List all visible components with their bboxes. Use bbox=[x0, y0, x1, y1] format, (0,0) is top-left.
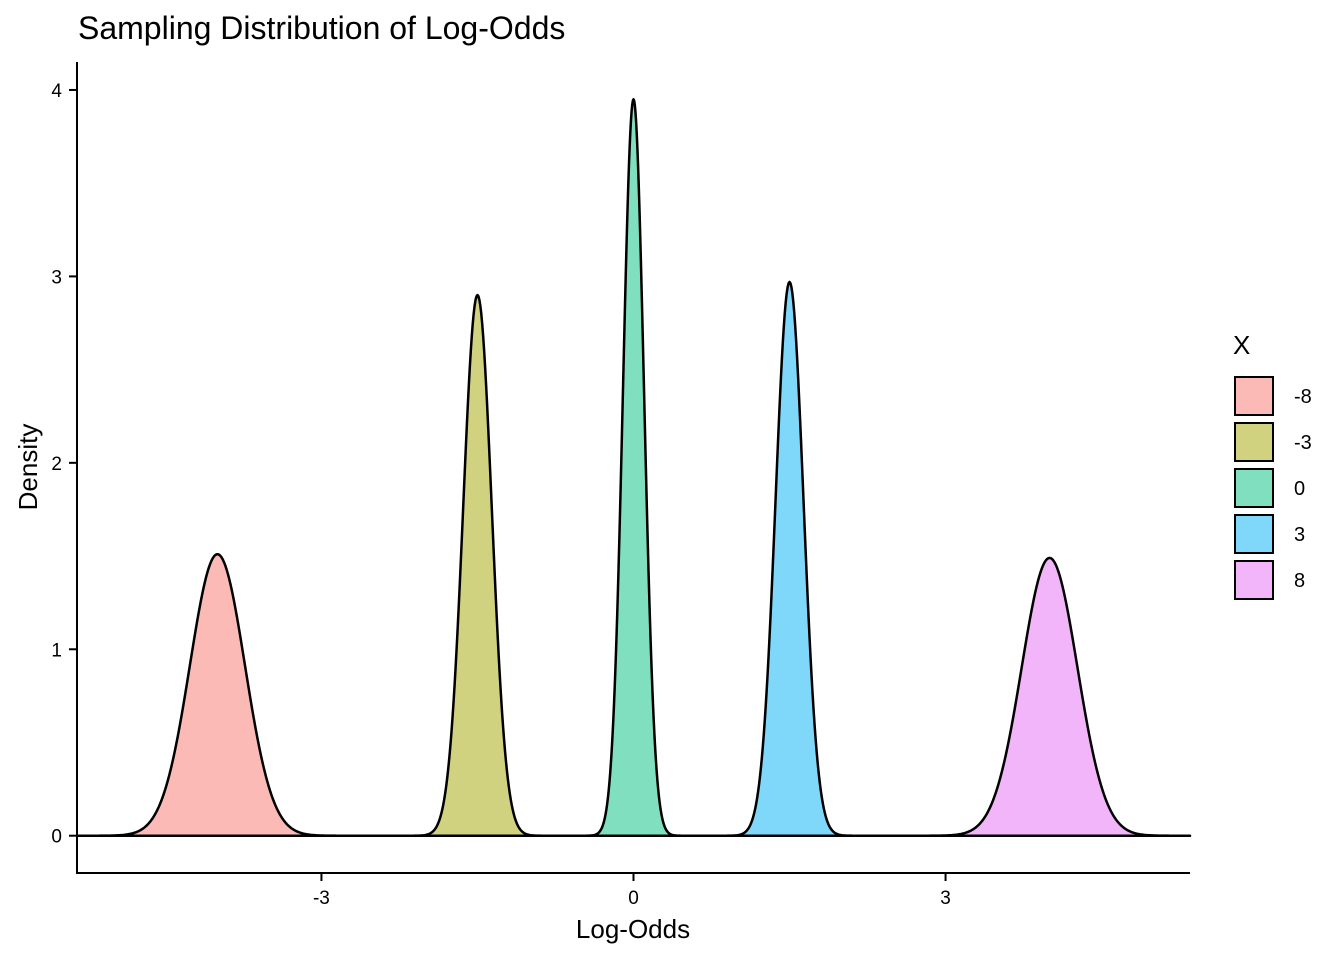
x-tick-label: 0 bbox=[628, 888, 639, 909]
legend-swatch bbox=[1234, 468, 1274, 508]
density-area-3 bbox=[673, 280, 906, 837]
y-tick-label: 0 bbox=[51, 827, 62, 848]
y-tick-label: 2 bbox=[51, 454, 62, 475]
y-tick-label: 3 bbox=[51, 267, 62, 288]
density-area-1 bbox=[361, 293, 594, 837]
legend-item: -8 bbox=[1234, 376, 1344, 420]
y-tick-label: 1 bbox=[51, 640, 62, 661]
y-axis-label: Density bbox=[13, 424, 43, 511]
legend-item: 8 bbox=[1234, 560, 1344, 604]
legend-swatch bbox=[1234, 514, 1274, 554]
legend-label: -8 bbox=[1294, 386, 1312, 408]
legend-swatch bbox=[1234, 422, 1274, 462]
density-area-4 bbox=[881, 556, 1192, 837]
density-areas bbox=[75, 98, 1192, 837]
legend-label: 3 bbox=[1294, 524, 1306, 546]
y-tick-label: 4 bbox=[51, 81, 62, 102]
legend-swatch bbox=[1234, 560, 1274, 600]
x-axis-ticks: -3 0 3 bbox=[313, 873, 951, 909]
density-area-0 bbox=[75, 552, 386, 837]
legend-label: 8 bbox=[1294, 570, 1306, 592]
legend-swatch bbox=[1234, 376, 1274, 416]
legend-item: -3 bbox=[1234, 422, 1344, 466]
density-area-2 bbox=[554, 98, 713, 837]
x-tick-label: -3 bbox=[313, 888, 330, 909]
legend-item: 3 bbox=[1234, 514, 1344, 558]
x-axis-label: Log-Odds bbox=[576, 914, 690, 944]
chart-title: Sampling Distribution of Log-Odds bbox=[78, 10, 566, 46]
legend-item: 0 bbox=[1234, 468, 1344, 512]
legend-label: -3 bbox=[1294, 432, 1312, 454]
legend-label: 0 bbox=[1294, 478, 1306, 500]
x-tick-label: 3 bbox=[940, 888, 951, 909]
legend-title: X bbox=[1233, 330, 1251, 360]
y-axis-ticks: 0 1 2 3 4 bbox=[51, 81, 77, 848]
